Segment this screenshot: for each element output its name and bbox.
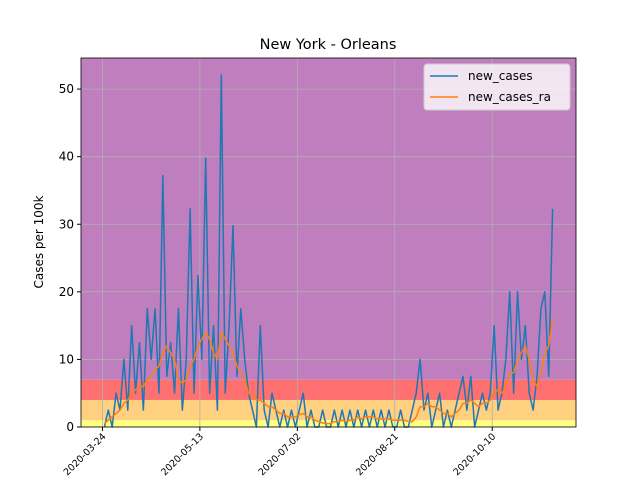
x-tick-label: 2020-08-21 bbox=[354, 431, 401, 478]
x-tick-label: 2020-10-10 bbox=[451, 431, 498, 478]
x-tick-label: 2020-05-13 bbox=[159, 431, 206, 478]
legend-label: new_cases bbox=[468, 69, 533, 83]
x-tick-label: 2020-03-24 bbox=[62, 431, 109, 478]
threshold-band bbox=[81, 399, 576, 421]
data-line bbox=[103, 318, 554, 425]
legend-label: new_cases_ra bbox=[468, 90, 551, 104]
y-axis-label: Cases per 100k bbox=[32, 195, 46, 288]
y-tick-label: 20 bbox=[59, 285, 74, 299]
legend-box bbox=[423, 63, 571, 111]
y-tick-label: 40 bbox=[59, 150, 74, 164]
threshold-band bbox=[81, 379, 576, 400]
y-tick-label: 50 bbox=[59, 82, 74, 96]
y-tick-label: 10 bbox=[59, 352, 74, 366]
chart-title: New York - Orleans bbox=[260, 37, 397, 53]
y-tick-label: 0 bbox=[66, 420, 74, 434]
y-tick-label: 30 bbox=[59, 217, 74, 231]
plot-frame bbox=[80, 57, 577, 428]
legend: new_cases new_cases_ra bbox=[423, 63, 571, 111]
x-tick-label: 2020-07-02 bbox=[257, 431, 304, 478]
